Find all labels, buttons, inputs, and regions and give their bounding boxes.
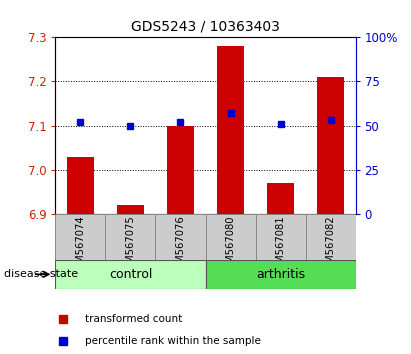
Text: GSM567081: GSM567081 [275,215,286,276]
Bar [206,214,256,260]
Text: transformed count: transformed count [85,314,182,324]
Bar [317,77,344,214]
Bar [267,183,294,214]
Text: GSM567076: GSM567076 [175,215,185,276]
Text: GSM567080: GSM567080 [226,215,236,276]
Bar [55,260,206,289]
Bar [217,46,244,214]
Bar [305,214,356,260]
Bar [117,205,144,214]
Bar [256,214,305,260]
Bar [155,214,206,260]
Text: disease state: disease state [4,269,78,279]
Text: GSM567075: GSM567075 [125,215,136,276]
Title: GDS5243 / 10363403: GDS5243 / 10363403 [131,19,280,33]
Bar [67,157,94,214]
Text: GSM567074: GSM567074 [76,215,85,276]
Text: control: control [109,268,152,281]
Bar [106,214,155,260]
Text: GSM567082: GSM567082 [326,215,335,276]
Bar [206,260,356,289]
Text: percentile rank within the sample: percentile rank within the sample [85,336,261,346]
Text: arthritis: arthritis [256,268,305,281]
Bar [55,214,106,260]
Bar [167,126,194,214]
